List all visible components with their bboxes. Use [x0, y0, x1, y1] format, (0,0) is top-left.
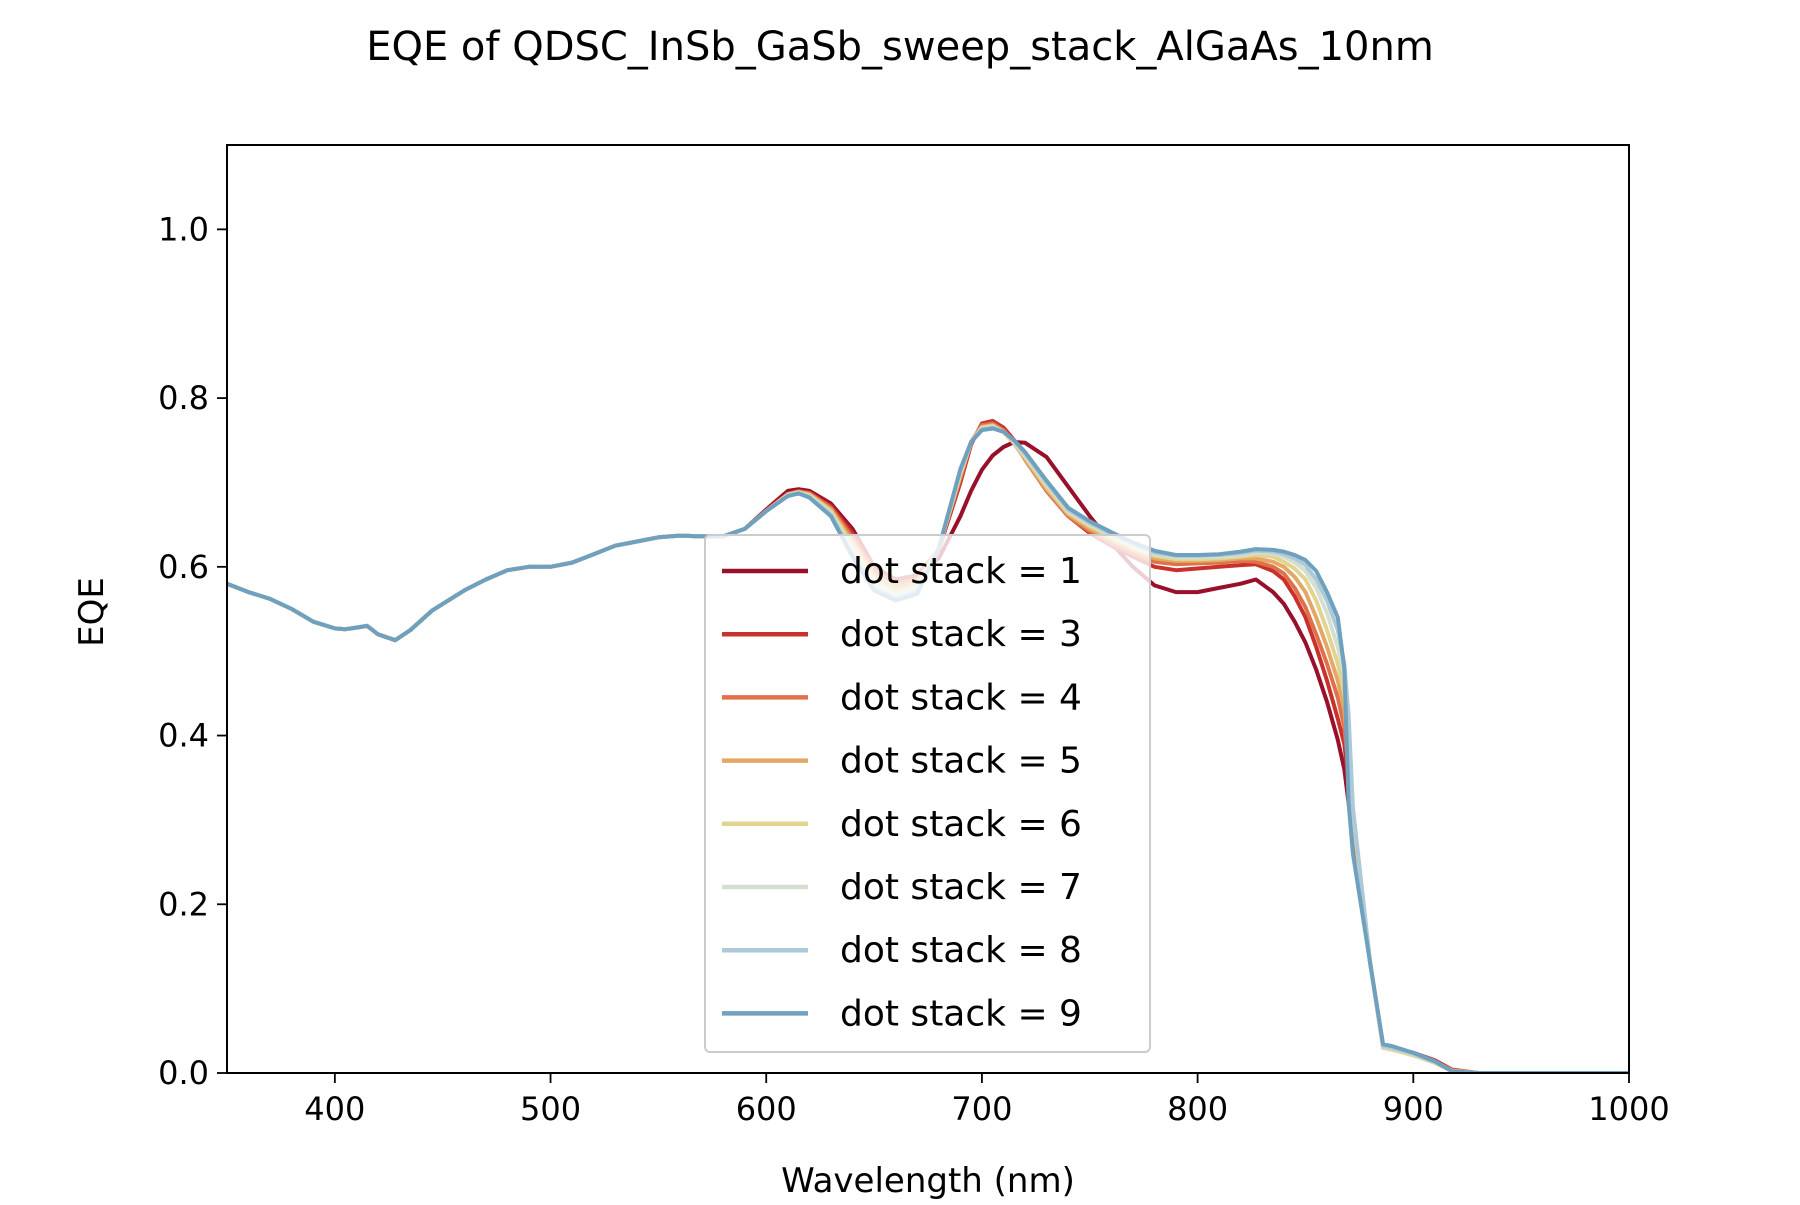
chart-title: EQE of QDSC_InSb_GaSb_sweep_stack_AlGaAs… — [366, 24, 1434, 70]
y-tick-label: 0.4 — [158, 717, 209, 755]
y-tick-label: 0.6 — [158, 548, 209, 586]
x-tick-label: 800 — [1167, 1090, 1228, 1128]
y-axis-ticks: 0.0 0.2 0.4 0.6 0.8 1.0 — [158, 210, 227, 1092]
x-axis-label: Wavelength (nm) — [781, 1161, 1075, 1200]
legend-box — [704, 534, 1151, 1053]
legend-label-3: dot stack = 4 — [840, 677, 1082, 718]
x-axis-ticks: 400 500 600 700 800 900 1000 — [304, 1073, 1670, 1128]
legend-label-2: dot stack = 3 — [840, 614, 1082, 655]
y-tick-label: 1.0 — [158, 210, 209, 248]
y-tick-label: 0.2 — [158, 885, 209, 923]
y-tick-label: 0.0 — [158, 1054, 209, 1092]
y-tick-label: 0.8 — [158, 379, 209, 417]
x-tick-label: 700 — [951, 1090, 1012, 1128]
legend-label-6: dot stack = 7 — [840, 867, 1082, 908]
y-axis-label: EQE — [72, 577, 112, 647]
legend: dot stack = 1 dot stack = 3 dot stack = 4 d… — [704, 534, 1151, 1053]
legend-label-8: dot stack = 9 — [840, 993, 1082, 1034]
x-tick-label: 500 — [520, 1090, 581, 1128]
x-tick-label: 600 — [736, 1090, 797, 1128]
legend-label-7: dot stack = 8 — [840, 930, 1082, 971]
x-tick-label: 1000 — [1588, 1090, 1669, 1128]
legend-label-4: dot stack = 5 — [840, 741, 1082, 782]
x-tick-label: 400 — [304, 1090, 365, 1128]
plot-frame — [226, 144, 1630, 1074]
x-tick-label: 900 — [1383, 1090, 1444, 1128]
legend-label-1: dot stack = 1 — [840, 551, 1082, 592]
legend-label-5: dot stack = 6 — [840, 804, 1082, 845]
